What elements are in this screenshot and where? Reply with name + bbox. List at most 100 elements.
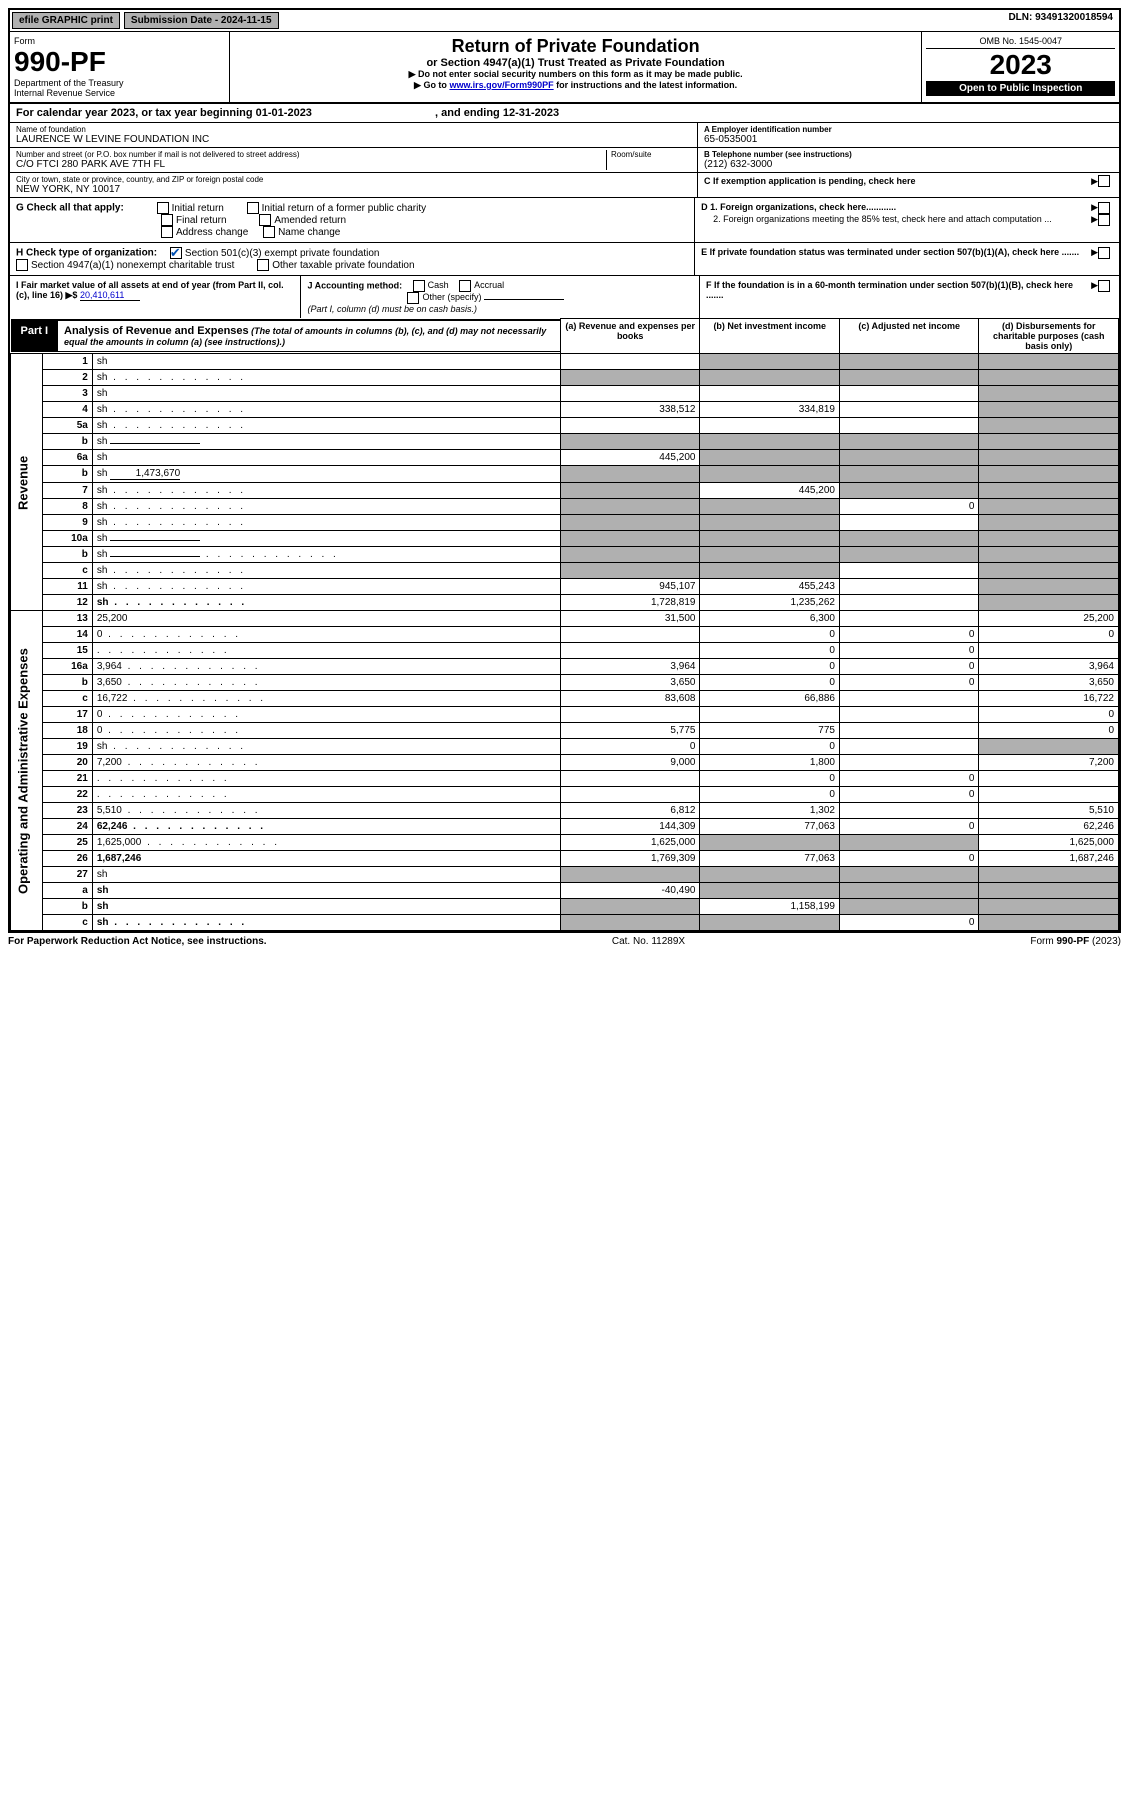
amt-a xyxy=(560,466,700,483)
d1-checkbox[interactable] xyxy=(1098,202,1110,214)
instr-link[interactable]: www.irs.gov/Form990PF xyxy=(449,80,553,90)
amt-d xyxy=(979,370,1119,386)
amt-c xyxy=(839,867,979,883)
g-section: G Check all that apply: Initial return I… xyxy=(10,198,695,242)
line-number: b xyxy=(43,466,93,483)
part1-header: Part I Analysis of Revenue and Expenses … xyxy=(11,319,560,352)
f-checkbox[interactable] xyxy=(1098,280,1110,292)
part1-tag: Part I xyxy=(11,321,59,351)
amt-c: 0 xyxy=(839,643,979,659)
c-cell: C If exemption application is pending, c… xyxy=(698,173,1119,189)
amt-a: 3,650 xyxy=(560,675,700,691)
table-row: bsh xyxy=(11,547,1119,563)
g-final-cb[interactable] xyxy=(161,214,173,226)
amt-c: 0 xyxy=(839,659,979,675)
line-number: 23 xyxy=(43,803,93,819)
amt-c xyxy=(839,883,979,899)
line-number: 26 xyxy=(43,851,93,867)
amt-a: 6,812 xyxy=(560,803,700,819)
line-number: b xyxy=(43,434,93,450)
g-initial-cb[interactable] xyxy=(157,202,169,214)
cal-begin: 01-01-2023 xyxy=(256,107,312,119)
col-d-hdr: (d) Disbursements for charitable purpose… xyxy=(979,319,1119,354)
line-number: 9 xyxy=(43,515,93,531)
line-desc: sh xyxy=(92,563,560,579)
amt-b xyxy=(700,418,840,434)
g-initial-former-cb[interactable] xyxy=(247,202,259,214)
amt-b xyxy=(700,835,840,851)
city-cell: City or town, state or province, country… xyxy=(10,173,697,197)
arrow-icon: ▶ xyxy=(1091,214,1098,226)
amt-c xyxy=(839,611,979,627)
line-number: 21 xyxy=(43,771,93,787)
dln-value: 93491320018594 xyxy=(1035,12,1113,23)
g-opt-1: Initial return of a former public charit… xyxy=(262,203,427,214)
amt-d xyxy=(979,883,1119,899)
j-cash-cb[interactable] xyxy=(413,280,425,292)
g-name-cb[interactable] xyxy=(263,226,275,238)
table-row: bsh xyxy=(11,434,1119,450)
amt-a xyxy=(560,418,700,434)
h-e-row: H Check type of organization: Section 50… xyxy=(10,243,1119,276)
i-value[interactable]: 20,410,611 xyxy=(80,290,140,301)
amt-d xyxy=(979,867,1119,883)
amt-b: 0 xyxy=(700,739,840,755)
line-number: 25 xyxy=(43,835,93,851)
d2-checkbox[interactable] xyxy=(1098,214,1110,226)
e-checkbox[interactable] xyxy=(1098,247,1110,259)
amt-d xyxy=(979,483,1119,499)
amt-d xyxy=(979,354,1119,370)
amt-a: 144,309 xyxy=(560,819,700,835)
j-label: J Accounting method: xyxy=(307,280,402,290)
table-row: 2462,246144,30977,063062,246 xyxy=(11,819,1119,835)
amt-d: 62,246 xyxy=(979,819,1119,835)
amt-b: 334,819 xyxy=(700,402,840,418)
g-label: G Check all that apply: xyxy=(16,203,124,214)
amt-a xyxy=(560,867,700,883)
amt-d: 1,625,000 xyxy=(979,835,1119,851)
table-row: 2sh xyxy=(11,370,1119,386)
amt-b: 775 xyxy=(700,723,840,739)
amt-c: 0 xyxy=(839,675,979,691)
table-row: 19sh00 xyxy=(11,739,1119,755)
line-number: 20 xyxy=(43,755,93,771)
phone-label: B Telephone number (see instructions) xyxy=(704,150,1113,159)
h1-checkbox[interactable] xyxy=(170,247,182,259)
amt-d: 0 xyxy=(979,723,1119,739)
calendar-year-row: For calendar year 2023, or tax year begi… xyxy=(10,104,1119,123)
line-number: b xyxy=(43,547,93,563)
amt-a xyxy=(560,707,700,723)
amt-b xyxy=(700,883,840,899)
line-number: 19 xyxy=(43,739,93,755)
line-desc: 7,200 xyxy=(92,755,560,771)
d2-label: 2. Foreign organizations meeting the 85%… xyxy=(713,214,1091,226)
ein-value: 65-0535001 xyxy=(704,134,1113,145)
g-amended-cb[interactable] xyxy=(259,214,271,226)
j-acc-cb[interactable] xyxy=(459,280,471,292)
line-desc: 16,722 xyxy=(92,691,560,707)
entity-info: Name of foundation LAURENCE W LEVINE FOU… xyxy=(10,123,1119,198)
g-addr-cb[interactable] xyxy=(161,226,173,238)
amt-d: 0 xyxy=(979,707,1119,723)
efile-print-btn[interactable]: efile GRAPHIC print xyxy=(12,12,120,29)
h2-checkbox[interactable] xyxy=(16,259,28,271)
table-row: csh0 xyxy=(11,915,1119,931)
submission-date: Submission Date - 2024-11-15 xyxy=(124,12,279,29)
line-desc: 1,687,246 xyxy=(92,851,560,867)
city-value: NEW YORK, NY 10017 xyxy=(16,184,691,195)
amt-c xyxy=(839,531,979,547)
c-checkbox[interactable] xyxy=(1098,175,1110,187)
amt-c xyxy=(839,402,979,418)
dln: DLN: 93491320018594 xyxy=(1002,10,1119,31)
line-desc: sh xyxy=(92,370,560,386)
amt-c xyxy=(839,723,979,739)
line-desc: sh xyxy=(92,418,560,434)
table-row: 9sh xyxy=(11,515,1119,531)
amt-b: 445,200 xyxy=(700,483,840,499)
instr2: ▶ Go to www.irs.gov/Form990PF for instru… xyxy=(234,80,918,91)
amt-b: 1,235,262 xyxy=(700,595,840,611)
j-other-cb[interactable] xyxy=(407,292,419,304)
amt-a: 3,964 xyxy=(560,659,700,675)
amt-b xyxy=(700,515,840,531)
h3-checkbox[interactable] xyxy=(257,259,269,271)
